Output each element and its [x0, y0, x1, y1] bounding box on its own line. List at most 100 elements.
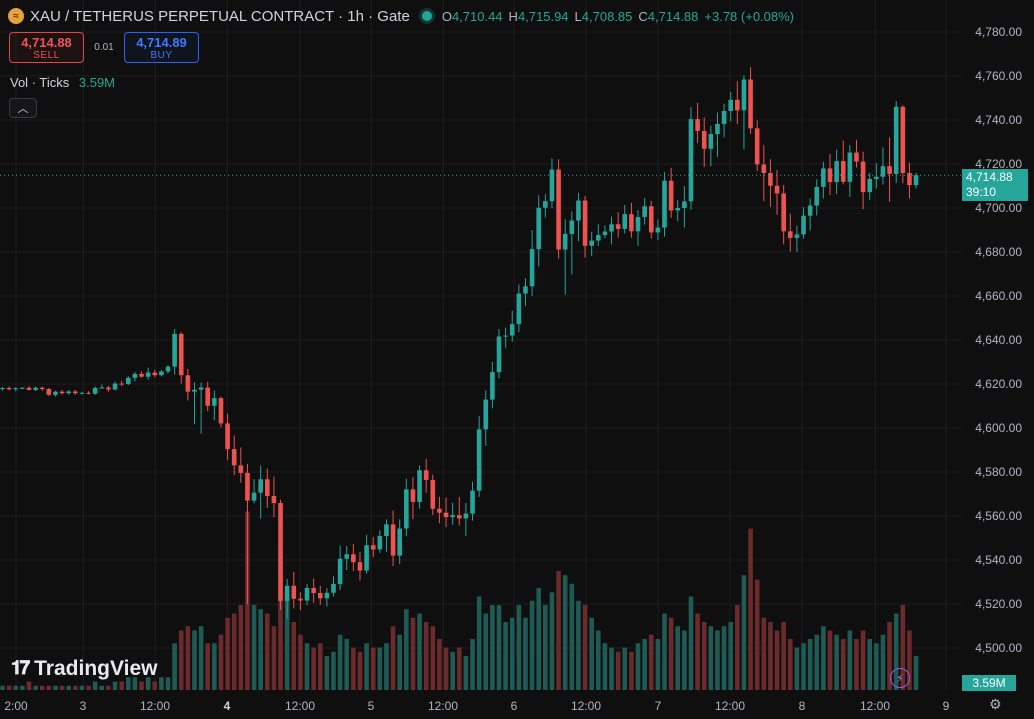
volume-bar: [112, 681, 118, 690]
candle-up: [622, 214, 628, 229]
candle-up: [251, 492, 257, 501]
volume-bar: [0, 685, 5, 690]
candle-down: [781, 193, 786, 232]
price-tick-label: 4,600.00: [975, 421, 1022, 435]
candle-up: [880, 166, 886, 177]
volume-bar: [423, 622, 429, 690]
candle-down: [748, 79, 753, 129]
volume-bar: [900, 605, 906, 690]
candle-up: [258, 479, 263, 493]
volume-bar: [125, 677, 131, 690]
candle-up: [893, 106, 899, 174]
volume-bar: [549, 592, 555, 690]
volume-bar: [913, 656, 919, 690]
symbol-title[interactable]: XAU / TETHERUS PERPETUAL CONTRACT · 1h ·…: [30, 7, 410, 25]
time-tick-label: 9: [942, 699, 950, 713]
price-change: +3.78 (+0.08%): [704, 8, 795, 24]
volume-bar: [609, 647, 614, 690]
volume-bar: [59, 685, 65, 690]
volume-value: 3.59M: [78, 75, 116, 90]
price-tick-label: 4,500.00: [975, 641, 1022, 655]
volume-bar: [99, 685, 105, 690]
tradingview-logo[interactable]: 𝟏𝟕 TradingView: [11, 657, 157, 681]
buy-button[interactable]: 4,714.89 BUY: [124, 32, 199, 63]
volume-bar: [178, 630, 184, 690]
volume-bar: [351, 647, 356, 690]
volume-bar: [6, 685, 12, 690]
volume-bar: [483, 613, 489, 690]
volume-bar: [165, 677, 171, 690]
volume-bar: [404, 609, 409, 690]
volume-bar: [132, 677, 138, 690]
collapse-legend-button[interactable]: ︿: [9, 98, 37, 118]
logo-text: TradingView: [34, 657, 158, 680]
price-tick-label: 4,780.00: [975, 25, 1022, 39]
volume-bar: [867, 639, 873, 690]
volume-bar: [602, 643, 608, 690]
volume-bar: [695, 613, 700, 690]
volume-bar: [192, 630, 197, 690]
candle-down: [278, 503, 283, 601]
candle-up: [33, 387, 38, 390]
candle-up: [715, 123, 720, 135]
candle-down: [840, 161, 846, 182]
gear-icon[interactable]: ⚙: [989, 696, 1002, 712]
candle-down: [854, 152, 859, 162]
time-tick-label: 6: [510, 699, 518, 713]
volume-bar: [589, 617, 594, 690]
volume-bar: [46, 685, 52, 690]
volume-bar: [708, 626, 714, 690]
candle-up: [529, 249, 535, 287]
volume-bar: [834, 634, 839, 690]
volume-bar: [735, 605, 740, 690]
candle-down: [648, 206, 654, 233]
candle-down: [6, 387, 12, 390]
candle-up: [0, 387, 5, 389]
coin-icon: ≈: [8, 8, 24, 24]
volume-bar: [576, 600, 581, 690]
candle-up: [874, 176, 879, 179]
candle-up: [569, 220, 575, 234]
candle-up: [847, 152, 853, 182]
volume-bar: [33, 685, 38, 690]
candle-up: [476, 429, 482, 491]
price-tick-label: 4,740.00: [975, 113, 1022, 127]
volume-bar: [476, 596, 482, 690]
candle-down: [265, 479, 270, 496]
volume-bar: [860, 630, 866, 690]
chevron-up-icon: ︿: [17, 103, 29, 115]
volume-bar: [688, 596, 694, 690]
candle-down: [311, 587, 316, 593]
candle-up: [212, 398, 217, 406]
candle-down: [787, 231, 793, 238]
sell-button[interactable]: 4,714.88 SELL: [9, 32, 84, 63]
candle-down: [754, 128, 760, 165]
time-tick-label: 7: [654, 699, 662, 713]
candle-down: [582, 200, 588, 246]
volume-legend[interactable]: Vol · Ticks 3.59M: [10, 75, 115, 90]
candle-down: [615, 224, 621, 229]
candle-up: [536, 207, 542, 250]
volume-bar: [265, 613, 270, 690]
volume-bar: [291, 622, 297, 690]
candle-up: [450, 515, 455, 518]
candle-up: [377, 536, 383, 550]
candle-down: [827, 168, 833, 183]
volume-bar: [569, 583, 575, 690]
volume-bar: [536, 588, 542, 690]
candle-up: [490, 372, 495, 400]
candle-down: [245, 472, 250, 501]
current-price-tag: 4,714.88 39:10: [962, 169, 1028, 201]
candle-up: [596, 235, 601, 241]
candle-down: [119, 383, 124, 385]
volume-bar: [840, 639, 846, 690]
candle-up: [549, 169, 555, 202]
ohlc-values: O4,710.44 H4,715.94 L4,708.85 C4,714.88 …: [441, 8, 795, 24]
volume-bar: [622, 647, 628, 690]
volume-bar: [92, 681, 98, 690]
lightning-icon[interactable]: ⚡: [890, 668, 910, 688]
candle-down: [437, 508, 442, 513]
candle-up: [483, 399, 489, 430]
volume-bar: [715, 630, 720, 690]
